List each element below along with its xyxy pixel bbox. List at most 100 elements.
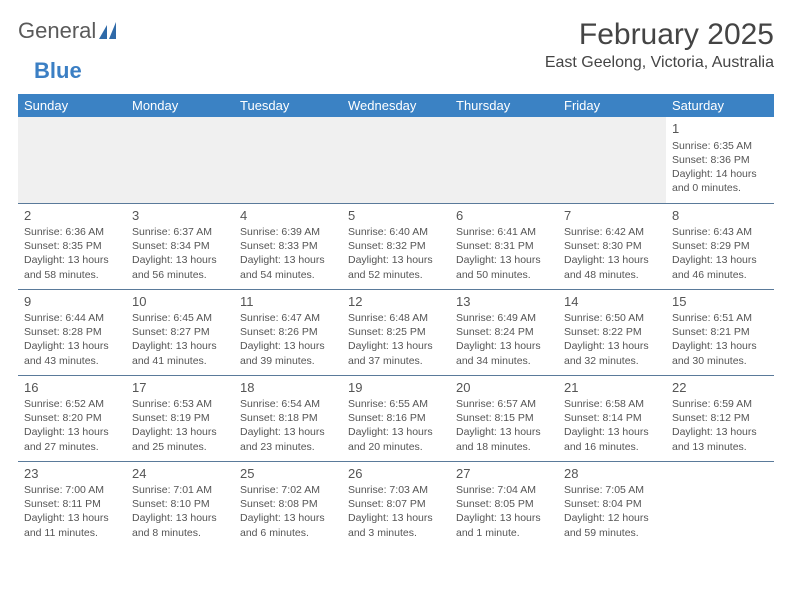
cell-info: and 8 minutes. bbox=[132, 526, 228, 540]
day-header: Friday bbox=[558, 94, 666, 117]
calendar-cell bbox=[342, 117, 450, 203]
day-number: 15 bbox=[672, 293, 768, 311]
day-number: 28 bbox=[564, 465, 660, 483]
cell-info: Sunset: 8:27 PM bbox=[132, 325, 228, 339]
cell-info: Daylight: 13 hours bbox=[348, 339, 444, 353]
calendar-cell: 15Sunrise: 6:51 AMSunset: 8:21 PMDayligh… bbox=[666, 289, 774, 375]
cell-info: Daylight: 13 hours bbox=[456, 425, 552, 439]
day-header: Sunday bbox=[18, 94, 126, 117]
day-number: 5 bbox=[348, 207, 444, 225]
cell-info: Sunset: 8:18 PM bbox=[240, 411, 336, 425]
cell-info: Daylight: 13 hours bbox=[24, 425, 120, 439]
day-header: Wednesday bbox=[342, 94, 450, 117]
day-number: 3 bbox=[132, 207, 228, 225]
cell-info: Daylight: 13 hours bbox=[672, 425, 768, 439]
location: East Geelong, Victoria, Australia bbox=[545, 54, 774, 72]
calendar-cell: 8Sunrise: 6:43 AMSunset: 8:29 PMDaylight… bbox=[666, 203, 774, 289]
calendar-cell: 26Sunrise: 7:03 AMSunset: 8:07 PMDayligh… bbox=[342, 461, 450, 547]
day-number: 12 bbox=[348, 293, 444, 311]
calendar-row: 9Sunrise: 6:44 AMSunset: 8:28 PMDaylight… bbox=[18, 289, 774, 375]
cell-info: Sunset: 8:29 PM bbox=[672, 239, 768, 253]
cell-info: Daylight: 13 hours bbox=[456, 253, 552, 267]
cell-info: and 34 minutes. bbox=[456, 354, 552, 368]
day-number: 14 bbox=[564, 293, 660, 311]
cell-info: Sunrise: 6:54 AM bbox=[240, 397, 336, 411]
cell-info: Daylight: 13 hours bbox=[132, 511, 228, 525]
cell-info: Sunset: 8:07 PM bbox=[348, 497, 444, 511]
cell-info: Sunset: 8:15 PM bbox=[456, 411, 552, 425]
cell-info: Sunrise: 6:39 AM bbox=[240, 225, 336, 239]
cell-info: Sunrise: 6:40 AM bbox=[348, 225, 444, 239]
calendar-row: 23Sunrise: 7:00 AMSunset: 8:11 PMDayligh… bbox=[18, 461, 774, 547]
cell-info: Sunset: 8:05 PM bbox=[456, 497, 552, 511]
cell-info: Sunrise: 6:43 AM bbox=[672, 225, 768, 239]
calendar-body: 1Sunrise: 6:35 AMSunset: 8:36 PMDaylight… bbox=[18, 117, 774, 547]
cell-info: Daylight: 13 hours bbox=[348, 511, 444, 525]
cell-info: Sunrise: 6:50 AM bbox=[564, 311, 660, 325]
calendar-cell: 27Sunrise: 7:04 AMSunset: 8:05 PMDayligh… bbox=[450, 461, 558, 547]
cell-info: and 59 minutes. bbox=[564, 526, 660, 540]
cell-info: and 37 minutes. bbox=[348, 354, 444, 368]
day-number: 16 bbox=[24, 379, 120, 397]
day-number: 17 bbox=[132, 379, 228, 397]
day-number: 22 bbox=[672, 379, 768, 397]
day-number: 26 bbox=[348, 465, 444, 483]
cell-info: Daylight: 13 hours bbox=[24, 339, 120, 353]
calendar-cell: 11Sunrise: 6:47 AMSunset: 8:26 PMDayligh… bbox=[234, 289, 342, 375]
cell-info: and 1 minute. bbox=[456, 526, 552, 540]
cell-info: Sunrise: 6:35 AM bbox=[672, 139, 768, 153]
calendar-cell: 7Sunrise: 6:42 AMSunset: 8:30 PMDaylight… bbox=[558, 203, 666, 289]
logo-text-2: Blue bbox=[34, 58, 82, 83]
cell-info: Daylight: 13 hours bbox=[564, 253, 660, 267]
cell-info: Sunrise: 7:03 AM bbox=[348, 483, 444, 497]
cell-info: Daylight: 13 hours bbox=[240, 339, 336, 353]
cell-info: and 46 minutes. bbox=[672, 268, 768, 282]
title-block: February 2025 East Geelong, Victoria, Au… bbox=[545, 18, 774, 72]
calendar-cell: 6Sunrise: 6:41 AMSunset: 8:31 PMDaylight… bbox=[450, 203, 558, 289]
cell-info: Sunrise: 6:42 AM bbox=[564, 225, 660, 239]
cell-info: Daylight: 13 hours bbox=[24, 511, 120, 525]
calendar-cell: 17Sunrise: 6:53 AMSunset: 8:19 PMDayligh… bbox=[126, 375, 234, 461]
calendar-cell: 1Sunrise: 6:35 AMSunset: 8:36 PMDaylight… bbox=[666, 117, 774, 203]
cell-info: Daylight: 13 hours bbox=[24, 253, 120, 267]
cell-info: Sunset: 8:33 PM bbox=[240, 239, 336, 253]
day-number: 25 bbox=[240, 465, 336, 483]
cell-info: Daylight: 13 hours bbox=[456, 339, 552, 353]
cell-info: and 43 minutes. bbox=[24, 354, 120, 368]
day-number: 13 bbox=[456, 293, 552, 311]
cell-info: Sunrise: 6:57 AM bbox=[456, 397, 552, 411]
logo-text-1: General bbox=[18, 18, 96, 44]
cell-info: and 54 minutes. bbox=[240, 268, 336, 282]
cell-info: Sunrise: 6:36 AM bbox=[24, 225, 120, 239]
day-number: 7 bbox=[564, 207, 660, 225]
cell-info: and 18 minutes. bbox=[456, 440, 552, 454]
cell-info: and 0 minutes. bbox=[672, 181, 768, 195]
cell-info: and 48 minutes. bbox=[564, 268, 660, 282]
calendar-cell bbox=[666, 461, 774, 547]
cell-info: Daylight: 13 hours bbox=[132, 253, 228, 267]
cell-info: Sunset: 8:14 PM bbox=[564, 411, 660, 425]
calendar-cell bbox=[234, 117, 342, 203]
cell-info: Daylight: 13 hours bbox=[240, 425, 336, 439]
cell-info: Daylight: 13 hours bbox=[564, 339, 660, 353]
month-title: February 2025 bbox=[545, 18, 774, 52]
cell-info: Daylight: 13 hours bbox=[672, 339, 768, 353]
cell-info: Daylight: 12 hours bbox=[564, 511, 660, 525]
cell-info: Sunrise: 6:59 AM bbox=[672, 397, 768, 411]
calendar-cell: 13Sunrise: 6:49 AMSunset: 8:24 PMDayligh… bbox=[450, 289, 558, 375]
cell-info: Sunset: 8:32 PM bbox=[348, 239, 444, 253]
calendar-cell bbox=[558, 117, 666, 203]
day-number: 24 bbox=[132, 465, 228, 483]
cell-info: Sunset: 8:31 PM bbox=[456, 239, 552, 253]
cell-info: and 13 minutes. bbox=[672, 440, 768, 454]
cell-info: Sunset: 8:25 PM bbox=[348, 325, 444, 339]
day-number: 10 bbox=[132, 293, 228, 311]
cell-info: Sunrise: 7:01 AM bbox=[132, 483, 228, 497]
day-header: Monday bbox=[126, 94, 234, 117]
day-number: 27 bbox=[456, 465, 552, 483]
cell-info: and 27 minutes. bbox=[24, 440, 120, 454]
calendar-cell: 20Sunrise: 6:57 AMSunset: 8:15 PMDayligh… bbox=[450, 375, 558, 461]
cell-info: Sunset: 8:22 PM bbox=[564, 325, 660, 339]
day-number: 20 bbox=[456, 379, 552, 397]
cell-info: Daylight: 13 hours bbox=[564, 425, 660, 439]
